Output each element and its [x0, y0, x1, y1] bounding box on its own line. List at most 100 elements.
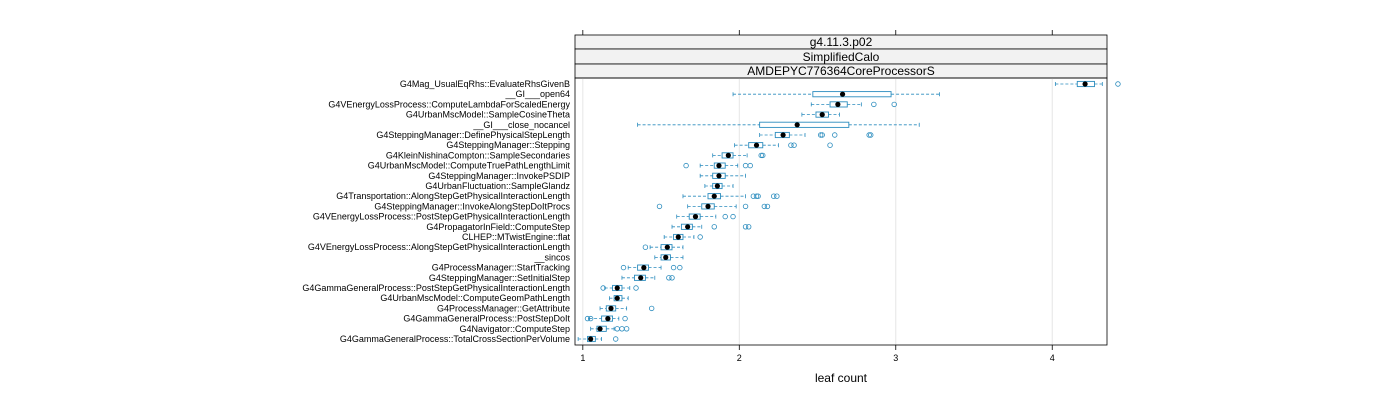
box-3 [810, 101, 897, 108]
category-label-25: G4Navigator::ComputeStep [459, 324, 570, 334]
box-7-outlier-3 [827, 142, 833, 148]
box-6-outlier-5 [868, 132, 874, 138]
box-23-outlier-1 [648, 305, 655, 312]
box-1 [1054, 80, 1121, 88]
box-15-median [685, 224, 691, 230]
box-12 [682, 193, 780, 200]
plot-panel-border [574, 77, 1108, 346]
x-tick-label-3: 3 [893, 353, 898, 363]
box-19-outlier-2 [670, 264, 677, 271]
x-tick-label-1: 1 [580, 353, 585, 363]
box-3-median [835, 101, 841, 107]
category-label-16: CLHEP::MTwistEngine::flat [462, 232, 571, 242]
box-16-median [675, 234, 681, 240]
box-18-median [663, 254, 669, 260]
category-label-7: G4SteppingManager::Stepping [446, 140, 570, 150]
box-12-median [711, 193, 717, 199]
box-6-outlier-3 [832, 132, 838, 138]
box-9-outlier-3 [747, 162, 753, 169]
strip-2-label: SimplifiedCalo [803, 50, 880, 64]
strip-1: g4.11.3.p02 [574, 34, 1108, 50]
box-11-median [714, 183, 720, 189]
box-11 [704, 182, 734, 190]
box-25-outlier-1 [614, 326, 620, 332]
box-22 [609, 295, 629, 302]
box-6-outlier-2 [819, 132, 825, 138]
box-13 [656, 203, 771, 210]
x-tick-label-2: 2 [737, 353, 742, 363]
box-9-outlier-2 [742, 162, 749, 169]
box-25-median [597, 326, 603, 332]
box-13-outlier-3 [761, 203, 768, 210]
box-9-median [716, 163, 722, 169]
box-19-median [641, 265, 647, 271]
box-2-median [839, 91, 846, 97]
box-26-median [588, 336, 594, 342]
x-axis-title: leaf count [815, 371, 868, 385]
category-label-19: G4ProcessManager::StartTracking [432, 263, 570, 273]
strip-2: SimplifiedCalo [574, 48, 1108, 65]
box-13-outlier-2 [742, 203, 749, 210]
box-6-outlier-4 [866, 132, 872, 138]
category-label-13: G4SteppingManager::InvokeAlongStepDoItPr… [374, 201, 570, 211]
box-15-outlier-1 [711, 224, 717, 230]
category-label-22: G4UrbanMscModel::ComputeGeomPathLength [380, 293, 570, 303]
box-23-median [608, 305, 614, 311]
box-21-outlier-2 [633, 285, 639, 291]
box-20-median [638, 275, 644, 281]
box-21 [600, 284, 639, 292]
category-label-11: G4UrbanFluctuation::SampleGlandz [425, 181, 570, 191]
box-12-outlier-5 [774, 193, 780, 199]
box-13-median [705, 203, 711, 209]
category-label-3: G4VEnergyLossProcess::ComputeLambdaForSc… [328, 99, 570, 109]
box-24-outlier-3 [622, 315, 628, 322]
category-label-2: __GI___open64 [504, 89, 570, 99]
box-8 [712, 152, 766, 159]
box-9-outlier-1 [683, 162, 689, 169]
box-17-outlier-1 [642, 244, 649, 250]
box-15-outlier-3 [745, 224, 752, 230]
box-19-outlier-3 [677, 264, 683, 271]
box-26-outlier-1 [612, 336, 619, 342]
category-label-6: G4SteppingManager::DefinePhysicalStepLen… [376, 130, 570, 140]
box-20-outlier-1 [666, 275, 672, 281]
box-1-outlier-1 [1115, 81, 1121, 87]
box-8-outlier-1 [758, 152, 764, 159]
category-label-21: G4GammaGeneralProcess::PostStepGetPhysic… [302, 283, 570, 293]
box-24-outlier-2 [587, 315, 594, 322]
box-12-outlier-2 [753, 193, 760, 199]
box-1-median [1082, 81, 1088, 87]
box-7-median [753, 142, 760, 148]
box-21-median [614, 285, 620, 291]
category-label-18: __sincos [533, 252, 570, 262]
box-14 [676, 213, 736, 220]
category-label-8: G4KleinNishinaCompton::SampleSecondaries [386, 150, 571, 160]
box-9 [683, 162, 753, 169]
category-labels: G4Mag_UsualEqRhs::EvaluateRhsGivenB__GI_… [302, 79, 570, 344]
strip-3: AMDEPYC776364CoreProcessorS [574, 63, 1108, 79]
box-13-outlier-1 [656, 203, 663, 210]
box-18 [654, 254, 684, 261]
x-axis-ticks: 1 2 3 4 [580, 30, 1055, 363]
box-10 [699, 172, 746, 179]
box-24-outlier-1 [584, 315, 591, 322]
box-14-outlier-2 [730, 213, 736, 220]
box-21-outlier-1 [600, 285, 606, 291]
box-17 [642, 244, 684, 251]
box-14-median [692, 214, 699, 220]
box-15 [671, 223, 752, 230]
category-label-4: G4UrbanMscModel::SampleCosineTheta [406, 110, 570, 120]
box-24-median [605, 316, 611, 322]
strip-3-label: AMDEPYC776364CoreProcessorS [747, 64, 934, 78]
box-6-outlier-1 [817, 132, 824, 138]
box-20-outlier-2 [669, 275, 675, 281]
box-5-iqr [759, 121, 850, 128]
box-19 [620, 264, 683, 271]
box-2 [732, 91, 940, 98]
category-label-12: G4Transportation::AlongStepGetPhysicalIn… [336, 191, 570, 201]
box-23 [599, 305, 655, 312]
box-8-median [725, 152, 731, 158]
box-12-outlier-4 [771, 193, 777, 199]
box-6 [759, 131, 874, 139]
